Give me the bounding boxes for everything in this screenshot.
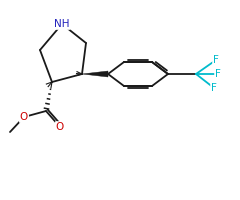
Polygon shape bbox=[82, 71, 108, 77]
Text: F: F bbox=[215, 69, 221, 79]
Text: F: F bbox=[211, 83, 217, 93]
Text: O: O bbox=[56, 122, 64, 132]
Text: F: F bbox=[213, 55, 219, 65]
Text: O: O bbox=[20, 112, 28, 122]
Text: NH: NH bbox=[54, 19, 70, 29]
